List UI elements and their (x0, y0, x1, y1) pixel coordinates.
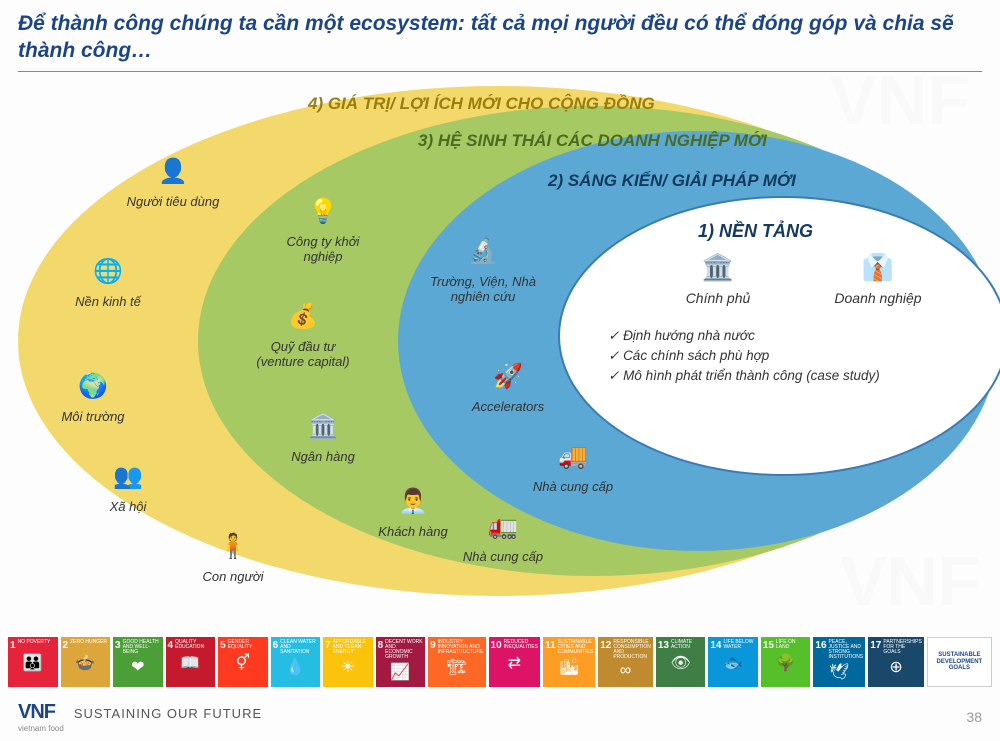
business-icon: 👔 (856, 246, 900, 290)
item-icon: 🔬 (462, 231, 504, 273)
sdg-tile-9: 9INDUSTRY INNOVATION AND INFRASTRUCTURE🏗 (428, 637, 485, 687)
sdg-tile-16: 16PEACE, JUSTICE AND STRONG INSTITUTIONS… (813, 637, 865, 687)
item-icon: 💡 (302, 191, 344, 233)
government-icon: 🏛️ (696, 246, 740, 290)
sdg-tile-17: 17PARTNERSHIPS FOR THE GOALS⊕ (868, 637, 924, 687)
ring4-label: 4) GIÁ TRỊ/ LỢI ÍCH MỚI CHO CỘNG ĐỒNG (308, 94, 655, 114)
sdg-strip: 1NO POVERTY👪2ZERO HUNGER🍲3GOOD HEALTH AN… (8, 637, 992, 687)
sdg-tile-7: 7AFFORDABLE AND CLEAN ENERGY☀ (323, 637, 373, 687)
sdg-tile-8: 8DECENT WORK AND ECONOMIC GROWTH📈 (376, 637, 426, 687)
item-icon: 👥 (107, 456, 149, 498)
item-label: Con người (203, 570, 264, 585)
ring3-label: 3) HỆ SINH THÁI CÁC DOANH NGHIỆP MỚI (418, 131, 767, 151)
sdg-tile-13: 13CLIMATE ACTION👁 (656, 637, 706, 687)
item-label: Người tiêu dùng (127, 195, 220, 210)
item-icon: 🏛️ (302, 406, 344, 448)
sdg-tile-15: 15LIFE ON LAND🌳 (761, 637, 811, 687)
core-biz: 👔 Doanh nghiệp (818, 246, 938, 306)
core-checklist: Định hướng nhà nướcCác chính sách phù hợ… (588, 326, 988, 387)
checklist-item: Định hướng nhà nước (608, 326, 988, 346)
sdg-tile-2: 2ZERO HUNGER🍲 (61, 637, 111, 687)
item-label: Nhà cung cấp (463, 550, 543, 565)
core-gov: 🏛️ Chính phủ (658, 246, 778, 306)
sdg-tile-6: 6CLEAN WATER AND SANITATION💧 (271, 637, 321, 687)
ring3-item: 💡 Công ty khởi nghiệp (268, 191, 378, 265)
item-label: Trường, Viện, Nhà nghiên cứu (428, 275, 538, 305)
ring3-item: 🏛️ Ngân hàng (268, 406, 378, 465)
sdg-tile-5: 5GENDER EQUALITY⚥ (218, 637, 268, 687)
tagline: SUSTAINING OUR FUTURE (74, 706, 262, 721)
ring2-item: 🚀 Accelerators (453, 356, 563, 415)
ring4-item: 🧍 Con người (178, 526, 288, 585)
item-label: Accelerators (472, 400, 544, 415)
ring3-item: 💰 Quỹ đầu tư (venture capital) (248, 296, 358, 370)
sdg-tile-10: 10REDUCED INEQUALITIES⇄ (489, 637, 541, 687)
checklist-item: Các chính sách phù hợp (608, 346, 988, 366)
item-label: Xã hội (110, 500, 147, 515)
item-label: Nền kinh tế (75, 295, 141, 310)
sdg-goals-label: SUSTAINABLEDEVELOPMENTGOALS (927, 637, 992, 687)
logo-mark: VNF (18, 701, 64, 724)
item-label: Ngân hàng (291, 450, 355, 465)
ring4-item: 🌍 Môi trường (38, 366, 148, 425)
core-biz-label: Doanh nghiệp (834, 290, 921, 306)
ring2-item: 🚛 Nhà cung cấp (448, 506, 558, 565)
item-label: Quỹ đầu tư (venture capital) (248, 340, 358, 370)
ring2-item: 🔬 Trường, Viện, Nhà nghiên cứu (428, 231, 538, 305)
slide-title: Để thành công chúng ta cần một ecosystem… (0, 0, 1000, 71)
sdg-tile-4: 4QUALITY EDUCATION📖 (166, 637, 216, 687)
ring4-item: 👥 Xã hội (73, 456, 183, 515)
item-icon: 🌍 (72, 366, 114, 408)
sdg-tile-3: 3GOOD HEALTH AND WELL-BEING❤ (113, 637, 163, 687)
sdg-tile-1: 1NO POVERTY👪 (8, 637, 58, 687)
footer: VNF vietnam food SUSTAINING OUR FUTURE 3… (18, 701, 982, 733)
ring1-label: 1) NỀN TẢNG (698, 221, 813, 242)
item-label: Nhà cung cấp (533, 480, 613, 495)
item-icon: 🚛 (482, 506, 524, 548)
sdg-tile-11: 11SUSTAINABLE CITIES AND COMMUNITIES🏙 (543, 637, 595, 687)
ring2-item: 🚚 Nhà cung cấp (518, 436, 628, 495)
ecosystem-diagram: 4) GIÁ TRỊ/ LỢI ÍCH MỚI CHO CỘNG ĐỒNG 3)… (18, 76, 982, 616)
core-gov-label: Chính phủ (686, 290, 751, 306)
item-icon: 🚚 (552, 436, 594, 478)
item-icon: 👨‍💼 (392, 481, 434, 523)
ring4-item: 👤 Người tiêu dùng (118, 151, 228, 210)
page-number: 38 (966, 709, 982, 725)
logo-sub: vietnam food (18, 724, 64, 733)
checklist-item: Mô hình phát triển thành công (case stud… (608, 366, 988, 386)
sdg-tile-12: 12RESPONSIBLE CONSUMPTION AND PRODUCTION… (598, 637, 653, 687)
item-icon: 💰 (282, 296, 324, 338)
item-icon: 🧍 (212, 526, 254, 568)
item-icon: 🚀 (487, 356, 529, 398)
logo: VNF vietnam food SUSTAINING OUR FUTURE (18, 701, 262, 733)
title-rule (18, 71, 982, 72)
item-label: Môi trường (61, 410, 124, 425)
core-content: 🏛️ Chính phủ 👔 Doanh nghiệp Định hướng n… (588, 316, 988, 387)
sdg-tile-14: 14LIFE BELOW WATER🐟 (708, 637, 758, 687)
item-icon: 🌐 (87, 251, 129, 293)
ring4-item: 🌐 Nền kinh tế (53, 251, 163, 310)
ring2-label: 2) SÁNG KIẾN/ GIẢI PHÁP MỚI (548, 171, 796, 191)
item-label: Khách hàng (378, 525, 447, 540)
item-icon: 👤 (152, 151, 194, 193)
item-label: Công ty khởi nghiệp (268, 235, 378, 265)
